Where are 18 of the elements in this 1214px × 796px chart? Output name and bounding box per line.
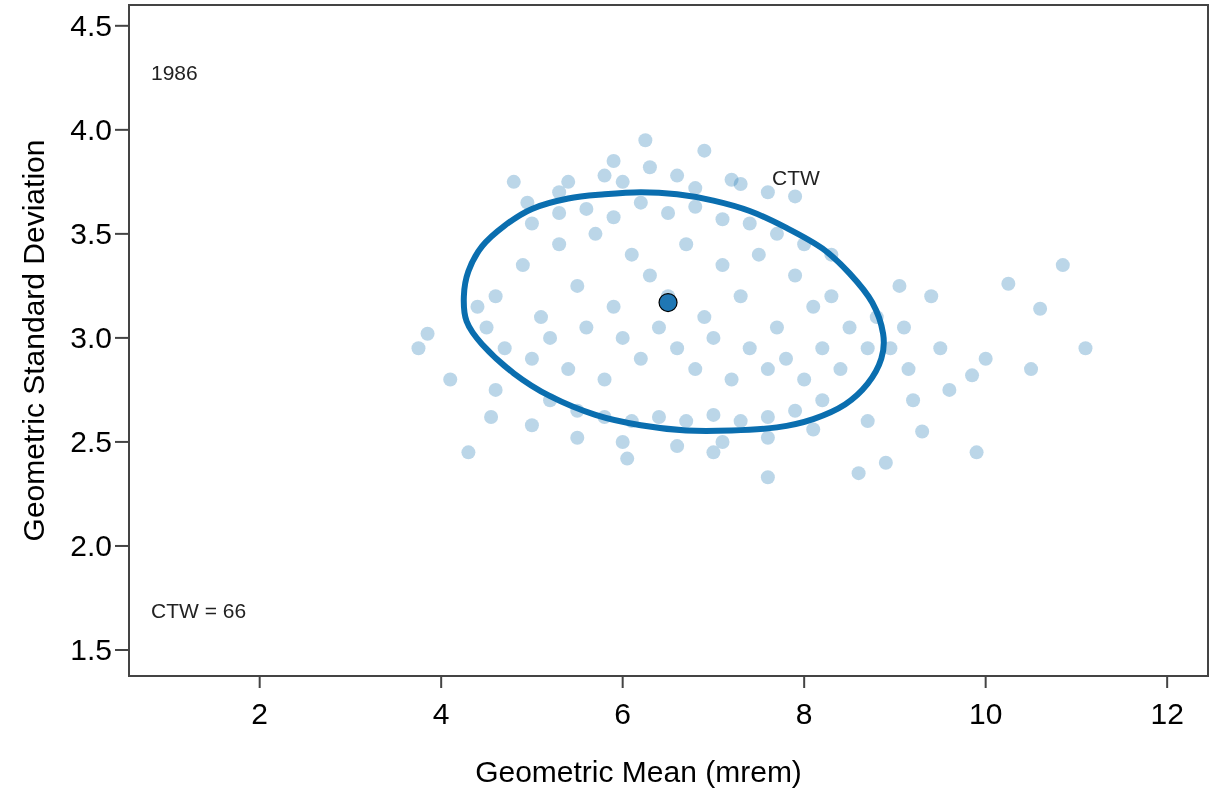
x-tick-label: 8: [795, 697, 813, 730]
x-tick-label: 2: [251, 697, 269, 730]
x-tick-label: 4: [432, 697, 450, 730]
annotation: CTW: [772, 166, 820, 189]
y-axis-title: Geometric Standard Deviation: [17, 139, 50, 542]
y-tick-label: 3.5: [70, 217, 112, 251]
annotation: CTW = 66: [151, 599, 247, 622]
x-tick-label: 12: [1150, 697, 1184, 730]
x-tick-label: 10: [968, 697, 1003, 730]
x-tick-label: 6: [614, 697, 632, 730]
y-tick-label: 4.0: [70, 113, 112, 147]
y-tick-label: 1.5: [70, 633, 112, 667]
x-axis-title: Geometric Mean (mrem): [475, 755, 802, 788]
y-tick-label: 4.5: [70, 9, 112, 43]
annotation: 1986: [151, 61, 198, 84]
y-tick-label: 2.5: [70, 425, 112, 459]
y-tick-label: 3.0: [70, 321, 112, 355]
y-tick-label: 2.0: [70, 529, 112, 563]
